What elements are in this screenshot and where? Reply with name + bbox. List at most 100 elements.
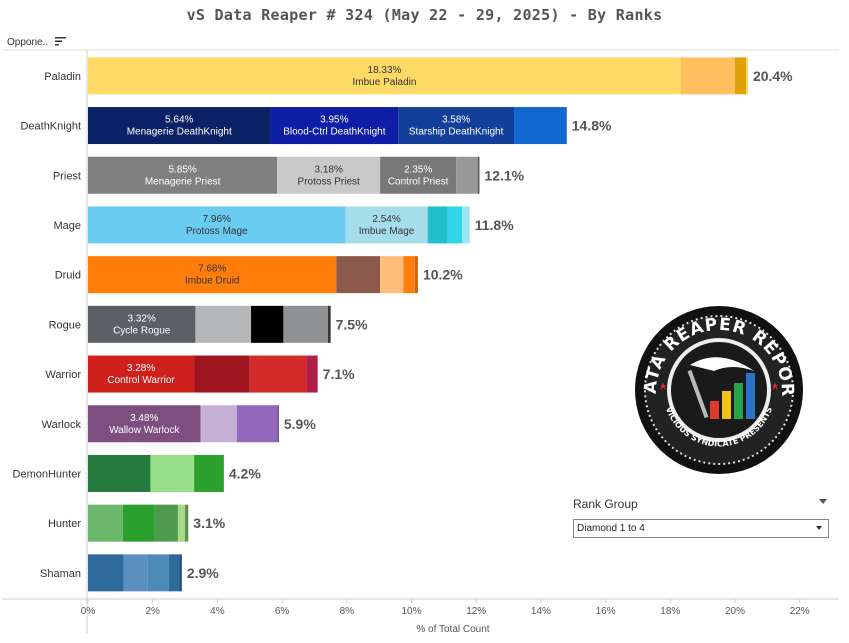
segment-percent-label: 3.48% [130,413,158,424]
total-label-demonhunter: 4.2% [229,465,261,481]
segment-archetype-label: Imbue Paladin [353,77,417,88]
logo-bar-yellow [722,391,731,419]
bar-segment-warlock-3[interactable] [277,405,279,443]
segment-percent-label: 3.95% [320,115,348,126]
total-label-priest: 12.1% [484,167,524,183]
bar-segment-shaman-3[interactable] [168,554,180,592]
x-tick-label: 8% [340,606,355,617]
bar-segment-druid-0[interactable] [88,256,337,294]
opponent-filter-label[interactable]: Oppone.. [7,37,49,48]
bar-segment-warlock-0[interactable] [88,405,201,443]
total-label-mage: 11.8% [475,217,514,233]
x-tick-label: 14% [531,606,551,617]
bar-segment-priest-0[interactable] [88,156,278,194]
bar-segment-shaman-2[interactable] [147,554,169,592]
rank-group-menu-icon[interactable] [819,499,827,504]
row-label-shaman: Shaman [40,568,81,580]
bar-segment-deathknight-2[interactable] [398,107,515,145]
bar-segment-mage-0[interactable] [88,206,346,244]
segment-percent-label: 7.68% [198,264,226,275]
segment-archetype-label: Starship DeathKnight [409,127,504,138]
row-label-deathknight: DeathKnight [20,121,81,133]
rank-group-value: Diamond 1 to 4 [577,523,645,534]
star-left-icon [660,382,666,390]
bar-segment-mage-2[interactable] [427,206,448,244]
bar-segment-shaman-1[interactable] [123,554,148,592]
bar-segment-paladin-1[interactable] [680,57,735,95]
bar-segment-mage-1[interactable] [345,206,428,244]
bar-segment-hunter-1[interactable] [122,504,155,542]
bar-segment-warlock-2[interactable] [236,405,278,443]
segment-archetype-label: Imbue Mage [359,226,415,237]
segment-percent-label: 5.64% [165,115,193,126]
total-label-deathknight: 14.8% [572,118,612,134]
bar-segment-warlock-1[interactable] [200,405,237,443]
x-tick-label: 6% [275,606,290,617]
bar-segment-priest-1[interactable] [277,156,381,194]
segment-archetype-label: Imbue Druid [185,276,239,287]
total-label-rogue: 7.5% [336,316,368,332]
row-label-demonhunter: DemonHunter [13,468,82,480]
bar-segment-warrior-0[interactable] [88,355,195,393]
bar-segment-demonhunter-2[interactable] [194,454,224,492]
x-tick-label: 4% [210,606,225,617]
bar-segment-deathknight-0[interactable] [88,107,271,145]
bar-segment-demonhunter-1[interactable] [150,454,195,492]
star-right-icon [772,382,778,390]
bar-segment-hunter-4[interactable] [185,504,189,542]
rank-group-label: Rank Group [573,497,638,511]
segment-archetype-label: Blood-Ctrl DeathKnight [283,127,385,138]
logo-bar-red [710,401,719,419]
bar-segment-shaman-0[interactable] [88,554,124,592]
row-label-paladin: Paladin [44,71,81,83]
bar-segment-druid-4[interactable] [414,256,418,294]
bar-segment-hunter-3[interactable] [177,504,186,542]
bar-segment-rogue-3[interactable] [283,305,329,343]
bar-segment-warrior-3[interactable] [306,355,318,393]
bar-segment-rogue-1[interactable] [195,305,252,343]
sort-icon[interactable] [55,35,67,47]
segment-percent-label: 3.32% [128,313,156,324]
bar-segment-rogue-2[interactable] [251,305,284,343]
segment-percent-label: 3.28% [127,363,155,374]
total-label-shaman: 2.9% [187,565,219,581]
bar-segment-warrior-2[interactable] [249,355,307,393]
bar-segment-deathknight-3[interactable] [514,107,567,145]
bar-segment-rogue-4[interactable] [328,305,331,343]
row-label-druid: Druid [55,270,81,282]
bar-segment-druid-2[interactable] [380,256,404,294]
bar-segment-deathknight-1[interactable] [270,107,399,145]
total-label-hunter: 3.1% [193,515,225,531]
segment-archetype-label: Wallow Warlock [109,425,180,436]
bar-segment-hunter-2[interactable] [154,504,178,542]
rank-group-select[interactable]: Diamond 1 to 4 [573,519,829,538]
bar-segment-demonhunter-0[interactable] [88,454,151,492]
segment-percent-label: 2.54% [372,214,400,225]
segment-archetype-label: Menagerie Priest [145,176,221,187]
bar-segment-rogue-0[interactable] [88,305,196,343]
bar-segment-paladin-3[interactable] [746,57,748,95]
bar-segment-shaman-4[interactable] [179,554,182,592]
bar-segment-mage-3[interactable] [447,206,463,244]
data-reaper-logo: DATA REAPER REPORT VICIOUS SYNDICATE PRE… [634,305,803,474]
bar-segment-mage-4[interactable] [462,206,470,244]
chevron-down-icon [816,526,822,530]
bar-segment-druid-1[interactable] [336,256,381,294]
segment-percent-label: 3.58% [442,115,470,126]
bar-segment-warrior-1[interactable] [194,355,250,393]
bar-segment-paladin-0[interactable] [88,57,681,95]
total-label-warlock: 5.9% [284,416,316,432]
bar-segment-priest-4[interactable] [477,156,480,194]
bar-segment-priest-3[interactable] [456,156,478,194]
scythe-blade [690,357,754,371]
segment-percent-label: 5.85% [168,164,196,175]
bar-segment-hunter-0[interactable] [88,504,123,542]
segment-archetype-label: Protoss Mage [186,226,248,237]
bar-segment-priest-2[interactable] [380,156,457,194]
row-label-mage: Mage [53,220,81,232]
bar-segment-druid-3[interactable] [403,256,415,294]
segment-percent-label: 2.35% [404,164,432,175]
total-label-druid: 10.2% [423,267,463,283]
bar-segment-paladin-2[interactable] [735,57,747,95]
